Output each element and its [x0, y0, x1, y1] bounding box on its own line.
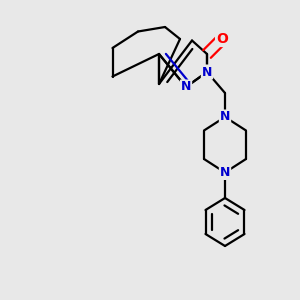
Text: N: N: [181, 80, 191, 94]
Text: O: O: [216, 32, 228, 46]
Text: N: N: [220, 166, 230, 179]
Text: N: N: [202, 65, 212, 79]
Text: N: N: [220, 110, 230, 124]
